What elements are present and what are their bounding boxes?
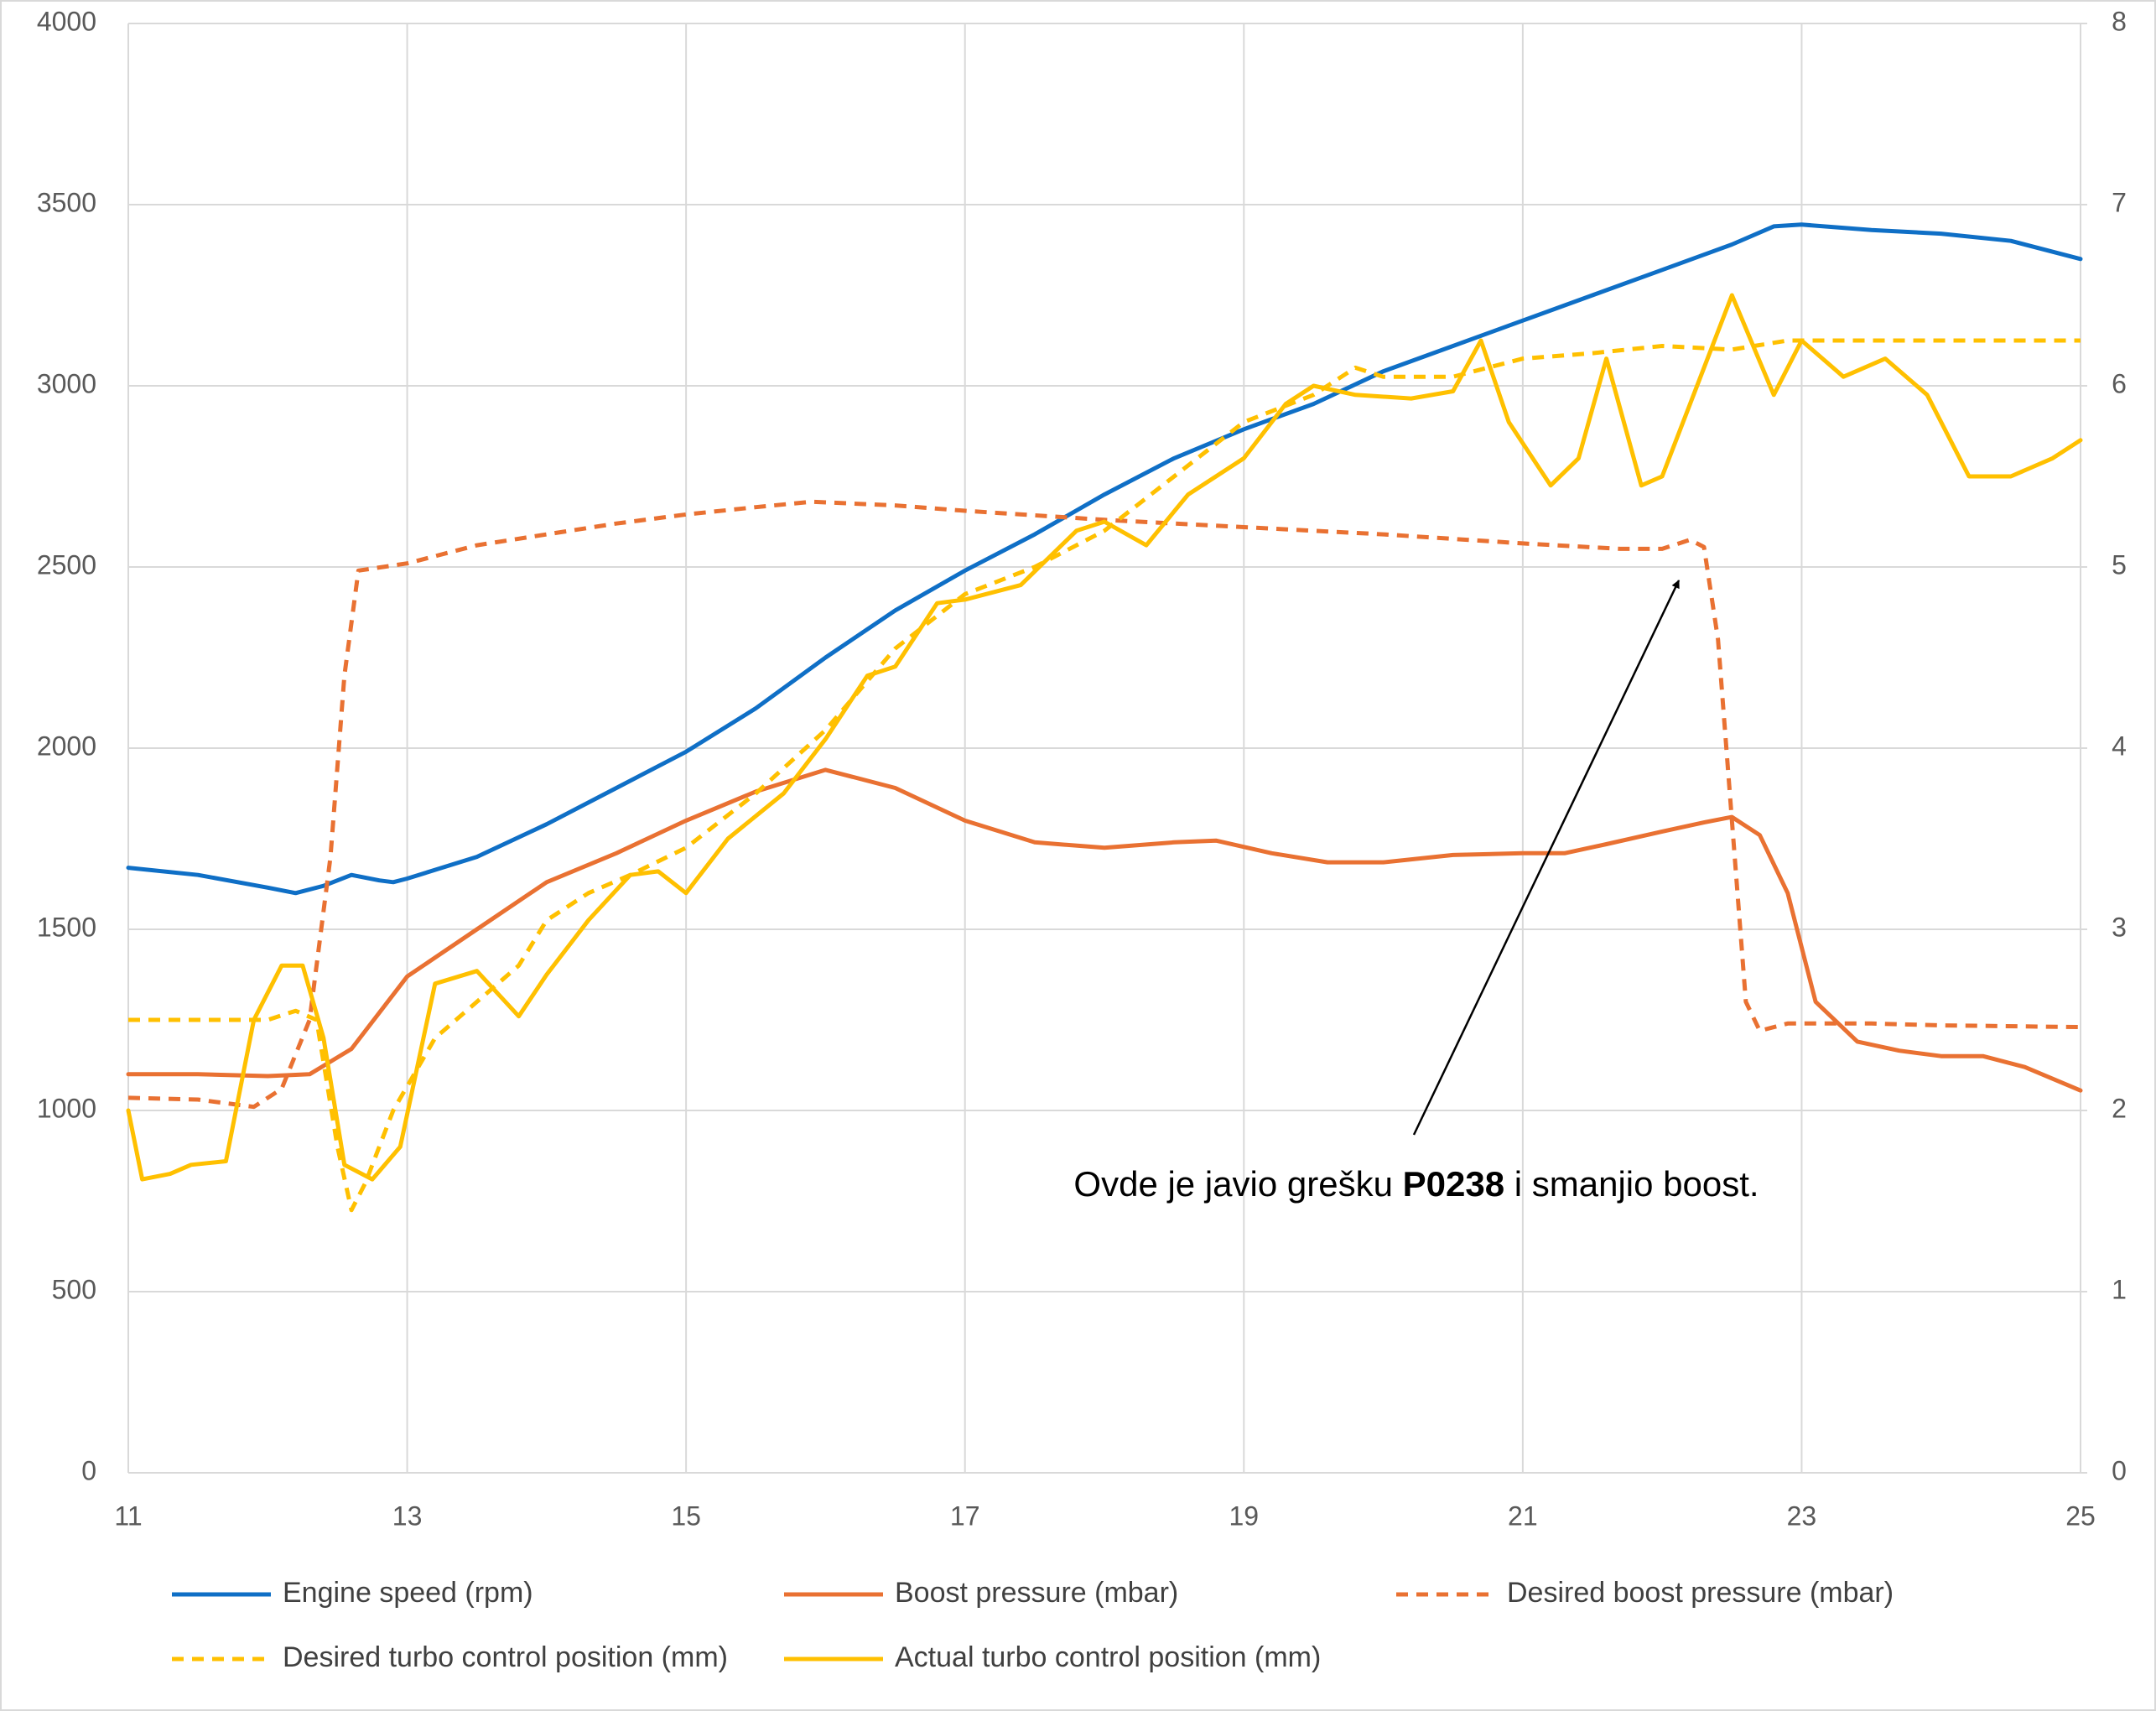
y2-tick-label: 6 (2112, 368, 2127, 398)
x-tick-label: 19 (1229, 1500, 1259, 1531)
series-line (126, 767, 2083, 1093)
y2-tick-label: 4 (2112, 731, 2127, 761)
x-tick-label: 17 (950, 1500, 980, 1531)
y2-tick-label: 5 (2112, 549, 2127, 580)
annotation-after: i smanjio boost. (1514, 1164, 1759, 1204)
y-tick-label: 500 (52, 1274, 96, 1304)
y2-tick-label: 0 (2112, 1455, 2127, 1485)
annotation-arrow (1412, 580, 1681, 1136)
x-tick-label: 13 (392, 1500, 423, 1531)
y-tick-label: 3500 (37, 187, 96, 217)
x-tick-label: 21 (1508, 1500, 1538, 1531)
legend-label: Actual turbo control position (mm) (895, 1641, 1321, 1673)
y-tick-label: 2000 (37, 731, 96, 761)
annotation: Ovde je javio grešku P0238 i smanjio boo… (1073, 1164, 1759, 1204)
series-line (126, 222, 2083, 896)
legend-label: Desired turbo control position (mm) (283, 1641, 728, 1673)
legend-label: Engine speed (rpm) (283, 1577, 533, 1609)
y2-tick-label: 8 (2112, 6, 2127, 36)
series-line (128, 338, 2081, 1213)
series-line (127, 499, 2081, 1110)
annotation-code: P0238 (1403, 1164, 1504, 1204)
x-tick-label: 23 (1787, 1500, 1817, 1531)
annotation-before: Ovde je javio grešku (1073, 1164, 1393, 1204)
y-tick-label: 1500 (37, 912, 96, 942)
x-tick-label: 25 (2065, 1500, 2096, 1531)
x-tick-label: 15 (671, 1500, 701, 1531)
series-line (126, 293, 2083, 1182)
y2-tick-label: 2 (2112, 1093, 2127, 1123)
y-tick-label: 1000 (37, 1093, 96, 1123)
y-tick-label: 0 (81, 1455, 96, 1485)
y2-tick-label: 7 (2112, 187, 2127, 217)
y-tick-label: 4000 (37, 6, 96, 36)
x-tick-label: 11 (114, 1500, 142, 1531)
y-tick-label: 2500 (37, 549, 96, 580)
y-tick-label: 3000 (37, 368, 96, 398)
legend-label: Desired boost pressure (mbar) (1507, 1577, 1894, 1609)
y2-tick-label: 3 (2112, 912, 2127, 942)
legend-label: Boost pressure (mbar) (895, 1577, 1178, 1609)
y2-tick-label: 1 (2112, 1274, 2127, 1304)
